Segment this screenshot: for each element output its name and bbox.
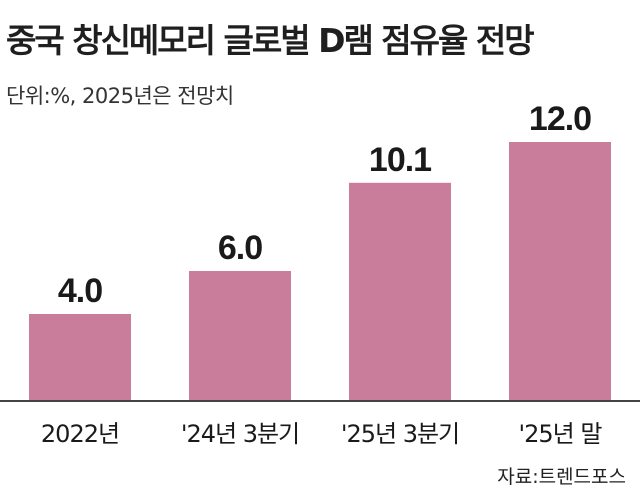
bars-group (29, 142, 611, 400)
category-label-3: '25년 3분기 (341, 420, 459, 448)
value-label-2: 6.0 (218, 229, 262, 267)
category-label-1: 2022년 (41, 420, 119, 448)
bar-1 (29, 314, 131, 400)
value-label-4: 12.0 (529, 100, 591, 138)
value-label-1: 4.0 (58, 272, 102, 310)
value-label-3: 10.1 (369, 141, 431, 179)
bar-2 (189, 271, 291, 400)
source-note: 자료:트렌드포스 (497, 466, 626, 488)
chart-title: 중국 창신메모리 글로벌 D램 점유율 전망 (6, 21, 535, 60)
category-labels-group: 2022년 '24년 3분기 '25년 3분기 '25년 말 (41, 420, 603, 448)
category-label-4: '25년 말 (519, 420, 603, 448)
unit-note: 단위:%, 2025년은 전망치 (6, 84, 234, 108)
bar-4 (509, 142, 611, 400)
value-labels-group: 4.0 6.0 10.1 12.0 (58, 100, 592, 310)
category-label-2: '24년 3분기 (181, 420, 299, 448)
bar-3 (349, 182, 451, 400)
